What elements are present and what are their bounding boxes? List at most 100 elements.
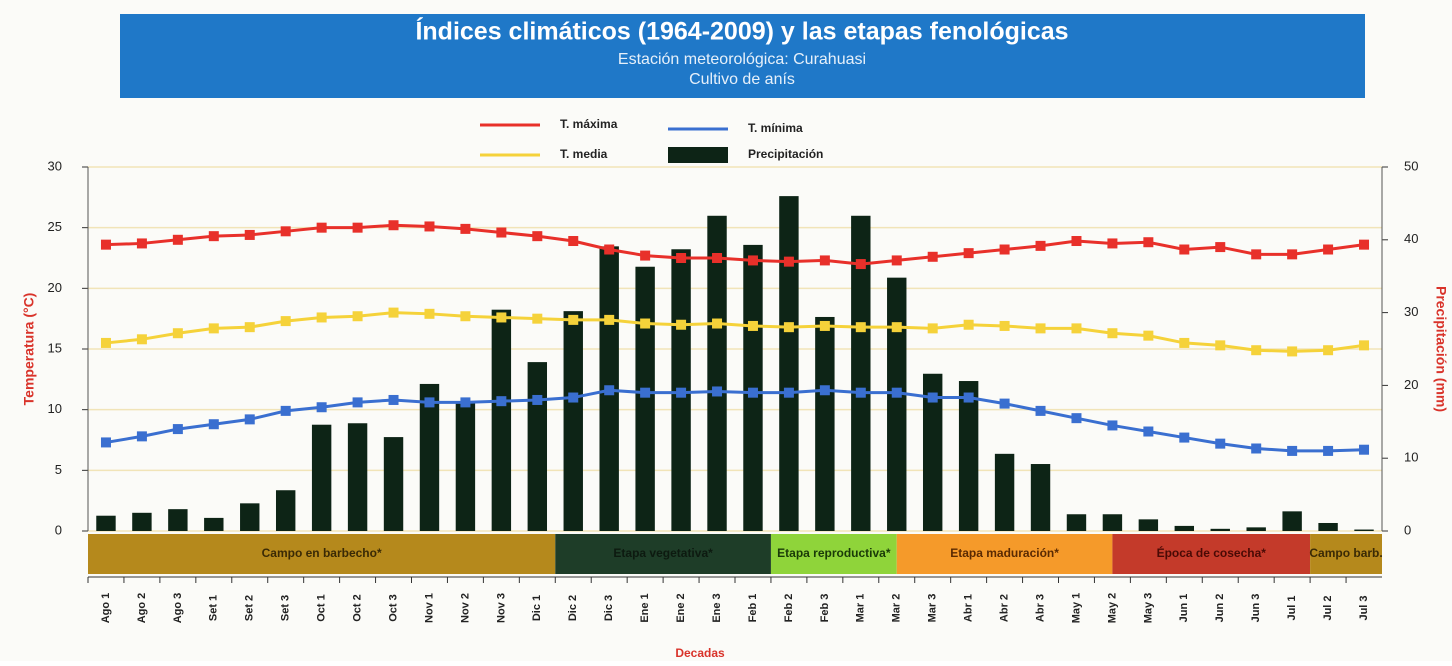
bar [887, 277, 907, 531]
marker [208, 323, 219, 334]
x-tick-label: Oct 3 [387, 594, 399, 622]
x-tick-label: Dic 2 [567, 595, 579, 621]
bar [240, 503, 260, 531]
marker [783, 322, 794, 333]
bar [1246, 527, 1266, 531]
marker [1215, 242, 1226, 253]
marker [388, 220, 399, 231]
title-box [120, 14, 1365, 98]
x-tick-label: Abr 1 [963, 594, 975, 622]
marker [1071, 236, 1082, 247]
marker [855, 387, 866, 398]
y-tick-label: 30 [48, 158, 62, 173]
bar [563, 311, 583, 531]
x-tick-label: Set 2 [244, 595, 256, 621]
marker [136, 238, 147, 249]
marker [819, 255, 830, 266]
bar [383, 437, 404, 531]
bar [635, 266, 655, 531]
x-tick-label: Mar 2 [891, 594, 903, 623]
chart-subtitle: Estación meteorológica: Curahuasi [618, 51, 866, 68]
x-tick-label: Nov 1 [423, 593, 435, 623]
bar [1174, 525, 1195, 531]
phase-band [770, 534, 897, 574]
marker [316, 312, 327, 323]
marker [424, 308, 435, 319]
marker [999, 244, 1010, 255]
phase-band [88, 534, 556, 574]
x-tick-label: Abr 3 [1034, 594, 1046, 622]
marker [1035, 405, 1046, 416]
marker [891, 322, 902, 333]
marker [1323, 244, 1334, 255]
marker [460, 223, 471, 234]
y2-axis-title: Precipitación (mm) [1433, 286, 1449, 412]
y-tick-label: 25 [48, 219, 62, 234]
line [105, 388, 1365, 453]
marker [1143, 426, 1154, 437]
bar [851, 215, 871, 531]
marker [1251, 345, 1262, 356]
marker [568, 314, 579, 325]
x-tick-label: Feb 2 [783, 594, 795, 623]
marker [1143, 237, 1154, 248]
x-tick-label: Ago 3 [172, 593, 184, 624]
marker [280, 316, 291, 327]
y2-tick-label: 50 [1404, 158, 1418, 173]
marker [891, 255, 902, 266]
marker [172, 234, 183, 245]
line [105, 311, 1365, 353]
marker [244, 322, 255, 333]
y-tick-label: 0 [55, 522, 62, 537]
legend-label: Precipitación [748, 147, 823, 161]
x-tick-label: Ago 1 [100, 593, 112, 624]
bar [311, 424, 332, 531]
x-tick-label: Oct 1 [316, 594, 328, 622]
y2-tick-label: 10 [1404, 450, 1418, 465]
marker [1215, 340, 1226, 351]
phase-label: Época de cosecha* [1157, 545, 1267, 560]
x-tick-label: Set 1 [208, 595, 220, 621]
phase-label: Campo barb. [1309, 546, 1382, 560]
bar [1138, 519, 1159, 531]
marker [783, 256, 794, 267]
marker [1251, 249, 1262, 260]
x-tick-label: Dic 1 [531, 595, 543, 621]
y-tick-label: 10 [48, 401, 62, 416]
marker [676, 319, 687, 330]
marker [999, 398, 1010, 409]
marker [640, 250, 651, 261]
marker [712, 253, 723, 263]
y-tick-label: 5 [55, 462, 62, 477]
chart-subtitle: Cultivo de anís [689, 71, 795, 88]
marker [640, 318, 651, 329]
marker [460, 397, 471, 408]
bar [455, 402, 476, 531]
bar [1282, 511, 1302, 531]
marker [1287, 249, 1298, 260]
y2-tick-label: 0 [1404, 522, 1411, 537]
phase-label: Etapa reproductiva* [777, 546, 891, 560]
bar [1318, 522, 1338, 531]
x-tick-label: Ago 2 [136, 593, 148, 624]
legend-swatch [668, 147, 728, 163]
marker [100, 239, 111, 250]
marker [100, 337, 111, 348]
x-tick-label: Nov 2 [459, 593, 471, 623]
x-tick-label: Oct 2 [351, 594, 363, 622]
marker [496, 396, 507, 407]
marker [963, 248, 974, 259]
marker [388, 394, 399, 405]
bar [204, 517, 224, 531]
x-tick-label: Feb 1 [747, 594, 759, 623]
legend-label: T. mínima [748, 121, 803, 135]
marker [1323, 345, 1334, 356]
bar [958, 381, 979, 531]
x-tick-label: Mar 3 [927, 594, 939, 623]
bar [922, 373, 943, 531]
marker [100, 437, 111, 448]
x-tick-label: Feb 3 [819, 594, 831, 623]
phase-band [555, 534, 771, 574]
